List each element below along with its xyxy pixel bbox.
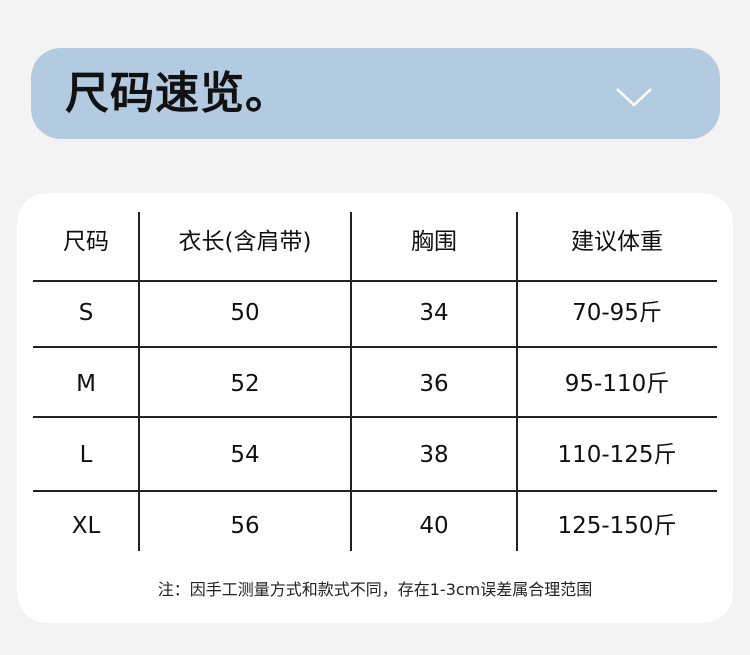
table-cell: 56 <box>230 513 260 539</box>
table-cell: 40 <box>419 513 449 539</box>
table-cell: M <box>76 371 96 397</box>
column-header: 尺码 <box>63 229 109 255</box>
column-header: 胸围 <box>411 229 457 255</box>
column-header: 建议体重 <box>571 229 663 255</box>
size-table-card: 尺码 衣长(含肩带) 胸围 建议体重 S 50 34 70-95斤 M 52 36 95-110斤 L 5… <box>17 193 733 623</box>
table-cell: 54 <box>230 442 260 468</box>
column-divider <box>138 212 140 551</box>
table-cell: XL <box>71 513 101 539</box>
chevron-down-icon[interactable] <box>615 86 653 108</box>
size-overview-banner[interactable]: 尺码速览。 <box>31 48 720 139</box>
table-cell: 50 <box>230 300 260 326</box>
table-cell: S <box>78 300 94 326</box>
column-divider <box>516 212 518 551</box>
table-cell: 34 <box>419 300 449 326</box>
table-cell: 36 <box>419 371 449 397</box>
table-cell: 110-125斤 <box>557 442 677 468</box>
page-title: 尺码速览。 <box>65 68 290 119</box>
row-divider <box>33 416 717 418</box>
table-cell: 95-110斤 <box>564 371 670 397</box>
row-divider <box>33 346 717 348</box>
row-divider <box>33 490 717 492</box>
table-cell: 125-150斤 <box>557 513 677 539</box>
table-cell: L <box>79 442 93 468</box>
column-divider <box>350 212 352 551</box>
table-cell: 52 <box>230 371 260 397</box>
column-header: 衣长(含肩带) <box>178 229 312 255</box>
measurement-note: 注：因手工测量方式和款式不同，存在1-3cm误差属合理范围 <box>157 580 593 599</box>
table-cell: 70-95斤 <box>572 300 662 326</box>
row-divider <box>33 280 717 282</box>
table-cell: 38 <box>419 442 449 468</box>
